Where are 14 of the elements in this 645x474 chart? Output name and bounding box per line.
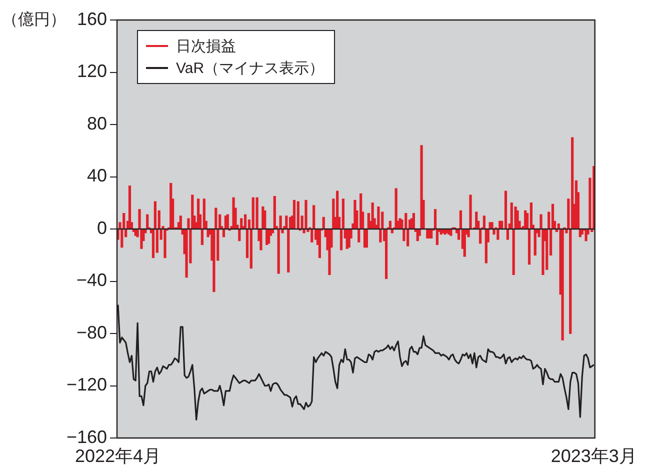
y-tick-label: −40 (76, 270, 107, 290)
y-axis-title: （億円） (2, 10, 66, 28)
y-tick-label: −120 (66, 374, 107, 395)
y-tick-label: 120 (76, 61, 107, 82)
y-tick-label: −80 (76, 322, 107, 342)
y-tick-label: −160 (66, 426, 107, 447)
legend-label: 日次損益 (176, 36, 236, 56)
y-tick-label: 80 (86, 113, 107, 134)
legend-label: VaR（マイナス表示） (176, 58, 324, 78)
x-tick-label: 2023年3月 (550, 446, 637, 466)
x-tick-label: 2022年4月 (74, 446, 162, 466)
y-tick-label: 0 (96, 218, 107, 238)
y-tick-label: 40 (86, 166, 107, 186)
y-tick-label: 160 (76, 8, 107, 29)
